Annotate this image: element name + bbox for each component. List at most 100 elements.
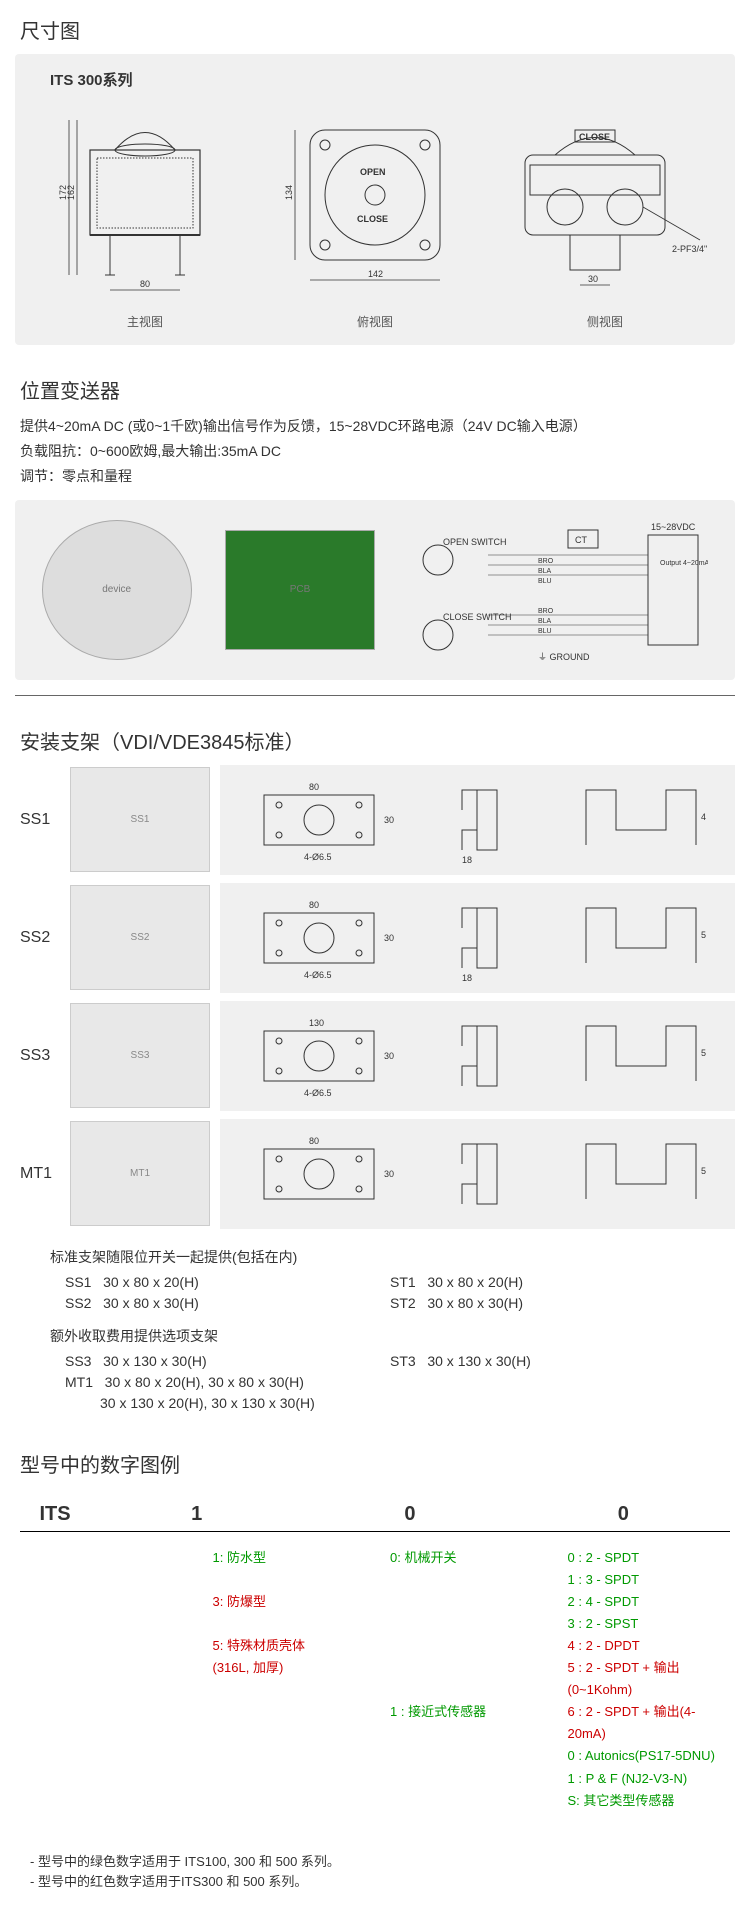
legend-columns: 1: 防水型 3: 防爆型 5: 特殊材质壳体 (316L, 加厚) 0: 机械… — [20, 1547, 730, 1812]
legend-item — [390, 1679, 553, 1701]
series-label: ITS 300系列 — [30, 69, 720, 90]
svg-text:4-Ø6.5: 4-Ø6.5 — [304, 970, 332, 980]
size-item: MT1 30 x 80 x 20(H), 30 x 80 x 30(H) — [50, 1372, 375, 1393]
dimensions-title: 尺寸图 — [0, 0, 750, 54]
opt-heading: 额外收取费用提供选项支架 — [50, 1326, 700, 1347]
legend-item: 1: 防水型 — [213, 1547, 376, 1569]
transmitter-specs: 提供4~20mA DC (或0~1千欧)输出信号作为反馈，15~28VDC环路电… — [0, 414, 750, 500]
legend-item: 5: 特殊材质壳体 — [213, 1635, 376, 1657]
legend-col1: 1: 防水型 3: 防爆型 5: 特殊材质壳体 (316L, 加厚) — [198, 1547, 376, 1812]
model-c3: 0 — [517, 1498, 730, 1531]
svg-text:CLOSE: CLOSE — [357, 214, 388, 224]
svg-text:BLA: BLA — [538, 568, 552, 575]
legend-item: 6 : 2 - SPDT + 输出(4-20mA) — [568, 1701, 731, 1745]
side-drawing: CLOSE 30 2-PF3/4" — [500, 100, 710, 300]
legend-col2: 0: 机械开关 1 : 接近式传感器 — [375, 1547, 553, 1812]
svg-text:30: 30 — [384, 933, 394, 943]
bracket-row: SS3 SS3 1304-Ø6.530 51 — [15, 1001, 735, 1111]
bracket-row: MT1 MT1 8030 51 — [15, 1119, 735, 1229]
bracket-photo: MT1 — [70, 1121, 210, 1226]
legend-item: 0 : 2 - SPDT — [568, 1547, 731, 1569]
bracket-list: SS1 SS1 80 4-Ø6.5 30 18 41 SS2 SS2 80 4-Ø6.… — [0, 765, 750, 1229]
svg-text:162: 162 — [66, 185, 76, 200]
top-drawing: OPEN CLOSE 142 134 — [280, 100, 470, 300]
legend-item — [390, 1657, 553, 1679]
svg-text:18: 18 — [462, 855, 472, 865]
svg-text:4-Ø6.5: 4-Ø6.5 — [304, 1088, 332, 1098]
svg-text:Output 4~20mA: Output 4~20mA — [660, 560, 708, 567]
footnote2: - 型号中的红色数字适用于ITS300 和 500 系列。 — [30, 1872, 720, 1893]
model-c2: 0 — [303, 1498, 516, 1531]
wiring-diagram: OPEN SWITCH CLOSE SWITCH CT 15~28VDC Out… — [408, 515, 708, 665]
svg-text:41: 41 — [701, 812, 706, 822]
legend-item: 5 : 2 - SPDT + 输出(0~1Kohm) — [568, 1657, 731, 1701]
svg-text:30: 30 — [588, 274, 598, 284]
svg-text:CLOSE: CLOSE — [579, 132, 610, 142]
model-header: ITS 1 0 0 — [20, 1498, 730, 1532]
svg-text:BLU: BLU — [538, 578, 552, 585]
bracket-drawings: 130 4-Ø6.5 30 51 — [220, 1001, 735, 1111]
legend-item: 1 : 接近式传感器 — [390, 1701, 553, 1723]
svg-text:51: 51 — [701, 1048, 706, 1058]
legend-item — [213, 1569, 376, 1591]
legend-item: 1 : 3 - SPDT — [568, 1569, 731, 1591]
side-view-label: 侧视图 — [490, 313, 720, 330]
legend-item: 2 : 4 - SPDT — [568, 1591, 731, 1613]
svg-text:80: 80 — [309, 900, 319, 910]
bracket-row: SS2 SS2 804-Ø6.530 18 51 — [15, 883, 735, 993]
model-prefix: ITS — [20, 1498, 90, 1531]
svg-text:80: 80 — [309, 782, 319, 792]
svg-text:18: 18 — [462, 973, 472, 983]
transmitter-box: device PCB OPEN SWITCH CLOSE SWITCH CT 1… — [15, 500, 735, 680]
bracket-photo: SS1 — [70, 767, 210, 872]
svg-text:4-Ø6.5: 4-Ø6.5 — [304, 852, 332, 862]
svg-text:CT: CT — [575, 535, 587, 545]
legend-item: 0 : Autonics(PS17-5DNU) — [568, 1745, 731, 1767]
front-view-label: 主视图 — [30, 313, 260, 330]
size-item: ST1 30 x 80 x 20(H) — [375, 1272, 700, 1293]
bracket-title: 安装支架（VDI/VDE3845标准） — [0, 711, 750, 765]
svg-text:130: 130 — [309, 1018, 324, 1028]
spec-line1: 提供4~20mA DC (或0~1千欧)输出信号作为反馈，15~28VDC环路电… — [20, 414, 730, 439]
svg-text:OPEN SWITCH: OPEN SWITCH — [443, 537, 507, 547]
svg-text:30: 30 — [384, 1051, 394, 1061]
bracket-row: SS1 SS1 80 4-Ø6.5 30 18 41 — [15, 765, 735, 875]
size-item: ST2 30 x 80 x 30(H) — [375, 1293, 700, 1314]
svg-text:BRO: BRO — [538, 558, 554, 565]
bracket-photo: SS3 — [70, 1003, 210, 1108]
bracket-drawings: 80 4-Ø6.5 30 18 41 — [220, 765, 735, 875]
svg-text:BRO: BRO — [538, 608, 554, 615]
spec-line2: 负载阻抗：0~600欧姆,最大输出:35mA DC — [20, 439, 730, 464]
size-item: SS3 30 x 130 x 30(H) — [50, 1351, 375, 1372]
top-view: OPEN CLOSE 142 134 俯视图 — [260, 100, 490, 330]
spec-line3: 调节：零点和量程 — [20, 464, 730, 489]
front-drawing: 80 172 162 — [55, 100, 235, 300]
divider — [15, 695, 735, 696]
bracket-photo: SS2 — [70, 885, 210, 990]
model-c1: 1 — [90, 1498, 303, 1531]
svg-text:142: 142 — [368, 269, 383, 279]
top-view-label: 俯视图 — [260, 313, 490, 330]
svg-text:51: 51 — [701, 1166, 706, 1176]
footnotes: - 型号中的绿色数字适用于 ITS100, 300 和 500 系列。 - 型号… — [0, 1822, 750, 1913]
bracket-code: SS2 — [15, 929, 70, 947]
size-notes: 标准支架随限位开关一起提供(包括在内) SS1 30 x 80 x 20(H)S… — [0, 1237, 750, 1424]
svg-text:15~28VDC: 15~28VDC — [651, 522, 696, 532]
legend-item — [390, 1635, 553, 1657]
size-item: 30 x 130 x 20(H), 30 x 130 x 30(H) — [50, 1393, 375, 1414]
svg-text:80: 80 — [140, 279, 150, 289]
legend-item: 0: 机械开关 — [390, 1547, 553, 1569]
pcb-photo: PCB — [225, 530, 375, 650]
svg-text:134: 134 — [284, 185, 294, 200]
legend-col3: 0 : 2 - SPDT1 : 3 - SPDT2 : 4 - SPDT3 : … — [553, 1547, 731, 1812]
svg-text:30: 30 — [384, 815, 394, 825]
legend-item: (316L, 加厚) — [213, 1657, 376, 1679]
side-view: CLOSE 30 2-PF3/4" 侧视图 — [490, 100, 720, 330]
transmitter-title: 位置变送器 — [0, 360, 750, 414]
size-item: SS2 30 x 80 x 30(H) — [50, 1293, 375, 1314]
legend-item: 4 : 2 - DPDT — [568, 1635, 731, 1657]
svg-text:80: 80 — [309, 1136, 319, 1146]
std-heading: 标准支架随限位开关一起提供(包括在内) — [50, 1247, 700, 1268]
dimensions-box: ITS 300系列 80 172 162 — [15, 54, 735, 345]
bracket-code: SS1 — [15, 811, 70, 829]
